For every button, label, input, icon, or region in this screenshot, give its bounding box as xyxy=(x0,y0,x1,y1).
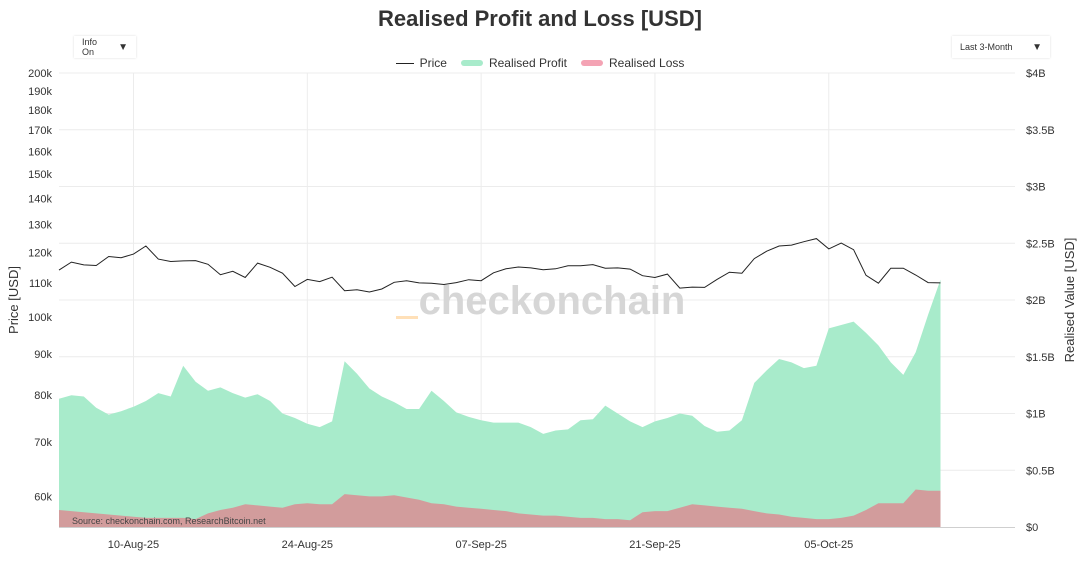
legend-label-loss: Realised Loss xyxy=(609,56,685,70)
y-tick-label-left: 140k xyxy=(28,193,52,205)
y-axis-right: $0 $0.5B $1B $1.5B $2B $2.5B $3B $3.5B $4B xyxy=(1026,68,1055,534)
watermark-accent xyxy=(396,316,418,319)
legend-swatch-profit xyxy=(460,60,483,66)
realised-loss-area xyxy=(59,489,941,527)
area-series xyxy=(59,279,941,527)
legend-item-price[interactable]: Price xyxy=(395,56,447,70)
time-range-dropdown[interactable]: Last 3-Month ▼ xyxy=(952,36,1050,58)
y-tick-label-left: 180k xyxy=(28,105,52,117)
legend-item-realised-profit[interactable]: Realised Profit xyxy=(460,56,567,70)
y-tick-label-left: 90k xyxy=(34,349,52,361)
line-series xyxy=(58,238,941,293)
caret-down-icon: ▼ xyxy=(1032,41,1042,53)
info-toggle-dropdown[interactable]: Info On ▼ xyxy=(74,36,136,58)
x-tick-label: 24-Aug-25 xyxy=(282,539,333,551)
y-tick-label-left: 200k xyxy=(28,68,52,80)
y-tick-label-right: $0.5B xyxy=(1026,465,1055,477)
y-axis-left: 60k 70k 80k 90k 100k 110k 120k 130k 140k 150k 160k… xyxy=(28,68,52,503)
y-tick-label-right: $0 xyxy=(1026,522,1038,534)
legend-label-price: Price xyxy=(419,56,447,70)
x-tick-label: 07-Sep-25 xyxy=(455,539,506,551)
y-axis-right-title: Realised Value [USD] xyxy=(1062,238,1077,363)
x-tick-label: 10-Aug-25 xyxy=(108,539,159,551)
y-tick-label-left: 60k xyxy=(34,491,52,503)
y-tick-label-right: $2B xyxy=(1026,295,1046,307)
legend-label-profit: Realised Profit xyxy=(488,56,567,70)
y-tick-label-right: $3.5B xyxy=(1026,125,1055,137)
y-tick-label-left: 110k xyxy=(29,278,53,290)
source-note: Source: checkonchain.com, ResearchBitcoi… xyxy=(72,516,266,526)
chart-title: Realised Profit and Loss [USD] xyxy=(378,6,702,31)
y-tick-label-left: 190k xyxy=(28,86,52,98)
legend-item-realised-loss[interactable]: Realised Loss xyxy=(581,56,684,70)
y-tick-label-left: 100k xyxy=(28,312,52,324)
y-tick-label-right: $4B xyxy=(1026,68,1046,80)
watermark-text: checkonchain xyxy=(419,279,686,323)
y-tick-label-left: 120k xyxy=(28,248,52,260)
y-tick-label-left: 80k xyxy=(34,390,52,402)
y-tick-label-right: $2.5B xyxy=(1026,238,1055,250)
time-range-label: Last 3-Month xyxy=(960,42,1013,52)
y-tick-label-left: 130k xyxy=(28,219,52,231)
y-axis-left-title: Price [USD] xyxy=(6,266,21,334)
caret-down-icon: ▼ xyxy=(118,41,128,53)
y-tick-label-left: 150k xyxy=(28,169,52,181)
x-tick-label: 21-Sep-25 xyxy=(629,539,680,551)
x-tick-label: 05-Oct-25 xyxy=(804,539,853,551)
price-line xyxy=(58,238,941,293)
legend-swatch-price xyxy=(395,62,414,64)
y-tick-label-left: 170k xyxy=(28,125,52,137)
y-tick-label-left: 70k xyxy=(34,437,52,449)
y-tick-label-right: $1.5B xyxy=(1026,352,1055,364)
y-tick-label-right: $1B xyxy=(1026,409,1046,421)
y-tick-label-right: $3B xyxy=(1026,182,1046,194)
info-toggle-label: Info On xyxy=(82,37,98,57)
chart-legend: Price Realised Profit Realised Loss xyxy=(0,56,1080,70)
legend-swatch-loss xyxy=(581,60,603,66)
x-axis: 10-Aug-25 24-Aug-25 07-Sep-25 21-Sep-25 05-O… xyxy=(59,527,1015,551)
realised-profit-area xyxy=(59,279,941,527)
y-tick-label-left: 160k xyxy=(28,146,52,158)
